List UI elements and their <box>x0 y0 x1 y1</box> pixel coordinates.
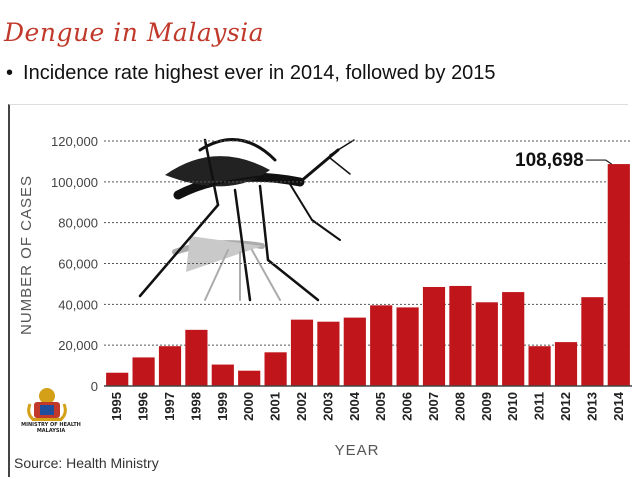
x-tick-label: 1998 <box>188 392 203 421</box>
bar-2007 <box>422 286 446 386</box>
annotation-leader-line <box>585 159 613 165</box>
bar-2006 <box>396 307 419 386</box>
x-tick-label: 2014 <box>611 391 626 421</box>
source-note: Source: Health Ministry <box>14 455 159 471</box>
y-tick-label: 80,000 <box>58 216 98 231</box>
x-tick-label: 2012 <box>558 392 573 421</box>
ministry-caption-line2: MALAYSIA <box>36 428 66 434</box>
bar-1999 <box>211 364 234 386</box>
y-tick-label: 40,000 <box>58 297 98 312</box>
x-tick-label: 2001 <box>268 392 283 421</box>
x-tick-label: 2009 <box>479 392 494 421</box>
mosquito-icon <box>138 138 355 302</box>
bar-2011 <box>528 346 551 386</box>
x-tick-label: 2003 <box>320 392 335 421</box>
bar-2003 <box>317 321 340 386</box>
y-tick-label: 60,000 <box>58 257 98 272</box>
bar-2008 <box>449 285 472 386</box>
y-tick-label: 120,000 <box>51 134 98 149</box>
y-axis-label: NUMBER OF CASES <box>18 175 35 335</box>
bar-1998 <box>185 329 208 386</box>
bar-1996 <box>132 357 155 386</box>
ministry-caption-line1: MINISTRY OF HEALTH <box>21 422 81 428</box>
peak-annotation: 108,698 <box>515 150 584 171</box>
bar-2009 <box>475 302 498 386</box>
bar-2013 <box>581 297 604 386</box>
x-tick-label: 2002 <box>294 392 309 421</box>
x-axis-label: YEAR <box>335 442 380 459</box>
x-tick-label: 2010 <box>505 392 520 421</box>
bar-1995 <box>106 372 129 386</box>
bar-2014 <box>607 164 630 386</box>
x-tick-label: 2004 <box>347 391 362 421</box>
bar-2012 <box>554 342 578 386</box>
x-tick-label: 2011 <box>532 392 547 420</box>
bar-2005 <box>370 305 393 386</box>
x-tick-label: 2005 <box>373 392 388 421</box>
y-tick-label: 100,000 <box>51 175 98 190</box>
bar-2001 <box>264 352 287 386</box>
y-tick-label: 20,000 <box>58 338 98 353</box>
bullet-point: • Incidence rate highest ever in 2014, fo… <box>6 62 496 85</box>
bullet-text: Incidence rate highest ever in 2014, fol… <box>23 62 496 84</box>
bar-2010 <box>502 292 525 386</box>
bar-2004 <box>343 317 366 386</box>
x-tick-label: 1995 <box>109 392 124 421</box>
x-tick-label: 2007 <box>426 392 441 421</box>
x-tick-label: 1999 <box>215 392 230 421</box>
chart-frame <box>8 104 628 477</box>
x-tick-label: 1996 <box>136 392 151 421</box>
malaysia-coat-of-arms-icon <box>27 388 67 422</box>
y-tick-label: 0 <box>91 379 98 394</box>
bar-2002 <box>290 319 314 386</box>
bullet-icon: • <box>6 62 14 84</box>
bar-1997 <box>158 346 182 386</box>
x-tick-label: 2000 <box>241 392 256 421</box>
x-tick-label: 1997 <box>162 392 177 421</box>
bar-2000 <box>238 370 261 386</box>
x-tick-label: 2013 <box>584 392 599 421</box>
slide-title: Dengue in Malaysia <box>4 18 265 47</box>
x-tick-label: 2006 <box>400 392 415 421</box>
ministry-caption: MINISTRY OF HEALTH MALAYSIA <box>14 422 88 434</box>
x-tick-label: 2008 <box>452 392 467 421</box>
